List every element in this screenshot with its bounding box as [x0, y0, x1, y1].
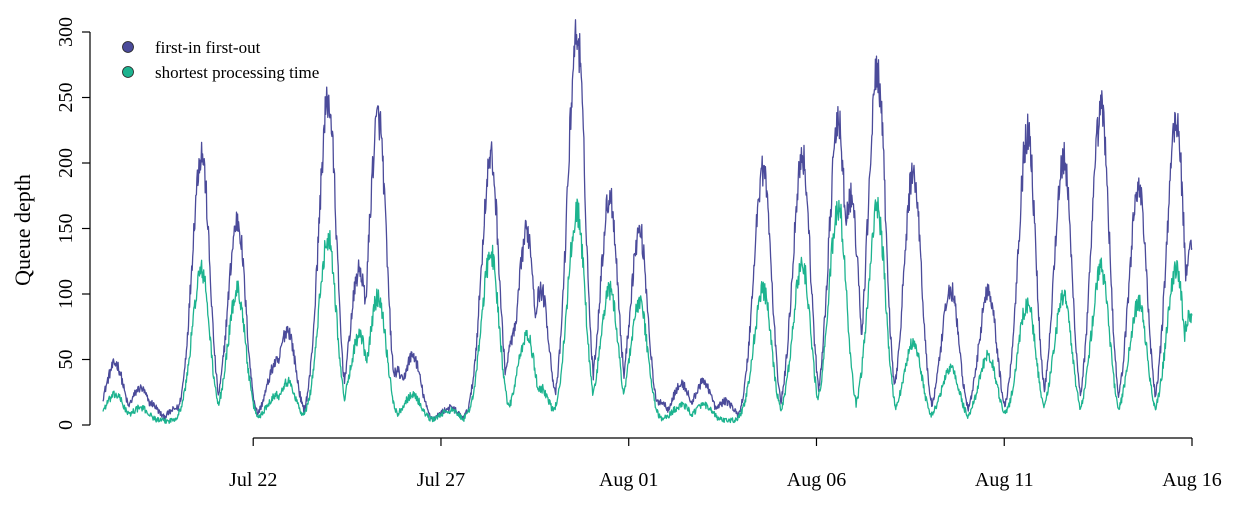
y-axis-label: Queue depth	[10, 174, 35, 286]
x-tick-label: Aug 01	[599, 469, 658, 491]
y-tick-label: 300	[55, 17, 77, 47]
x-tick-label: Aug 06	[787, 469, 846, 491]
y-tick-label: 50	[55, 350, 77, 370]
legend-label-fifo: first-in first-out	[155, 38, 261, 57]
legend-marker-fifo	[122, 41, 134, 53]
legend-marker-spt	[122, 66, 134, 78]
x-tick-label: Jul 22	[229, 469, 277, 491]
y-tick-label: 0	[55, 420, 77, 430]
legend: first-in first-out shortest processing t…	[122, 38, 319, 82]
y-tick-label: 150	[55, 214, 77, 244]
x-tick-label: Jul 27	[417, 469, 465, 491]
series-line-fifo	[102, 19, 1193, 422]
series-layer	[102, 19, 1193, 424]
y-tick-label: 200	[55, 148, 77, 178]
legend-label-spt: shortest processing time	[155, 63, 319, 82]
x-axis: Jul 22 Jul 27 Aug 01 Aug 06 Aug 11 Aug 16	[229, 437, 1222, 491]
x-tick-label: Aug 16	[1162, 469, 1221, 491]
series-line-spt	[102, 196, 1193, 424]
y-tick-label: 100	[55, 279, 77, 309]
x-tick-label: Aug 11	[975, 469, 1034, 491]
y-tick-label: 250	[55, 83, 77, 113]
y-axis: 0 50 100 150 200 250 300	[55, 17, 91, 430]
